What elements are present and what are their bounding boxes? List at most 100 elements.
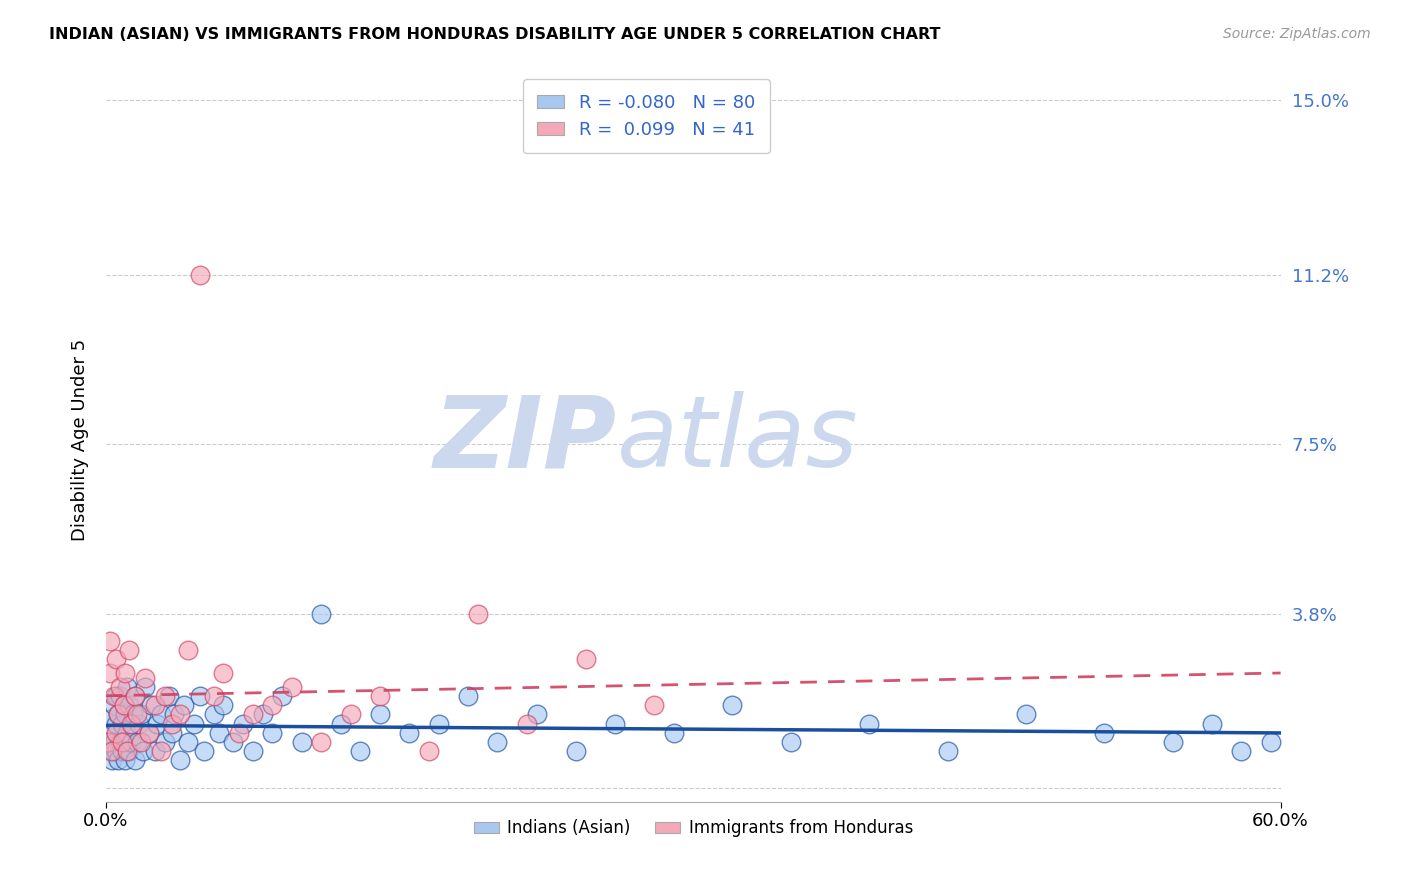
Point [208,726,231,740]
Point [122,707,145,722]
Point [643,698,665,713]
Point [108,680,131,694]
Point [309,607,332,621]
Point [101,753,124,767]
Point [721,698,744,713]
Point [212,698,235,713]
Point [202,707,225,722]
Point [129,707,152,722]
Legend: Indians (Asian), Immigrants from Honduras: Indians (Asian), Immigrants from Hondura… [467,813,920,844]
Point [153,735,176,749]
Point [188,268,211,282]
Point [98,744,121,758]
Y-axis label: Disability Age Under 5: Disability Age Under 5 [72,338,89,541]
Point [329,716,352,731]
Point [516,716,538,731]
Point [124,753,146,767]
Point [457,689,479,703]
Point [98,634,121,648]
Point [110,735,132,749]
Point [1092,726,1115,740]
Point [162,726,184,740]
Point [418,744,440,758]
Point [104,652,127,666]
Point [262,698,284,713]
Point [1201,716,1223,731]
Point [212,666,235,681]
Point [103,735,125,749]
Point [118,698,141,713]
Point [309,735,332,749]
Text: atlas: atlas [617,391,859,488]
Point [183,716,205,731]
Point [858,716,880,731]
Point [780,735,803,749]
Point [114,666,136,681]
Point [143,698,166,713]
Text: INDIAN (ASIAN) VS IMMIGRANTS FROM HONDURAS DISABILITY AGE UNDER 5 CORRELATION CH: INDIAN (ASIAN) VS IMMIGRANTS FROM HONDUR… [49,27,941,42]
Point [103,689,125,703]
Point [169,707,191,722]
Point [1260,735,1282,749]
Point [107,753,129,767]
Point [117,680,139,694]
Point [291,735,314,749]
Point [936,744,959,758]
Point [149,707,172,722]
Point [112,698,135,713]
Point [427,716,450,731]
Point [98,666,121,681]
Point [104,716,127,731]
Point [107,707,129,722]
Point [124,689,146,703]
Point [108,735,131,749]
Point [163,707,186,722]
Point [134,671,156,685]
Point [193,744,215,758]
Point [1015,707,1038,722]
Point [108,689,131,703]
Point [169,753,191,767]
Point [97,735,120,749]
Point [127,707,149,722]
Point [662,726,685,740]
Point [153,689,176,703]
Point [603,716,626,731]
Point [368,689,391,703]
Point [120,735,142,749]
Point [129,735,152,749]
Point [368,707,391,722]
Point [104,689,127,703]
Point [222,735,245,749]
Point [138,726,160,740]
Point [114,753,136,767]
Point [103,698,125,713]
Point [146,716,169,731]
Point [132,744,155,758]
Point [177,643,200,657]
Point [143,744,166,758]
Point [202,689,225,703]
Point [339,707,361,722]
Point [149,744,172,758]
Point [128,716,150,731]
Point [232,716,254,731]
Point [228,726,250,740]
Point [134,680,156,694]
Point [281,680,304,694]
Point [486,735,509,749]
Point [110,744,132,758]
Point [252,707,274,722]
Point [565,744,588,758]
Point [107,707,129,722]
Point [118,744,141,758]
Point [120,716,142,731]
Point [127,735,149,749]
Text: ZIP: ZIP [434,391,617,488]
Point [104,726,127,740]
Point [188,689,211,703]
Point [138,726,160,740]
Point [112,735,135,749]
Point [173,698,195,713]
Point [526,707,548,722]
